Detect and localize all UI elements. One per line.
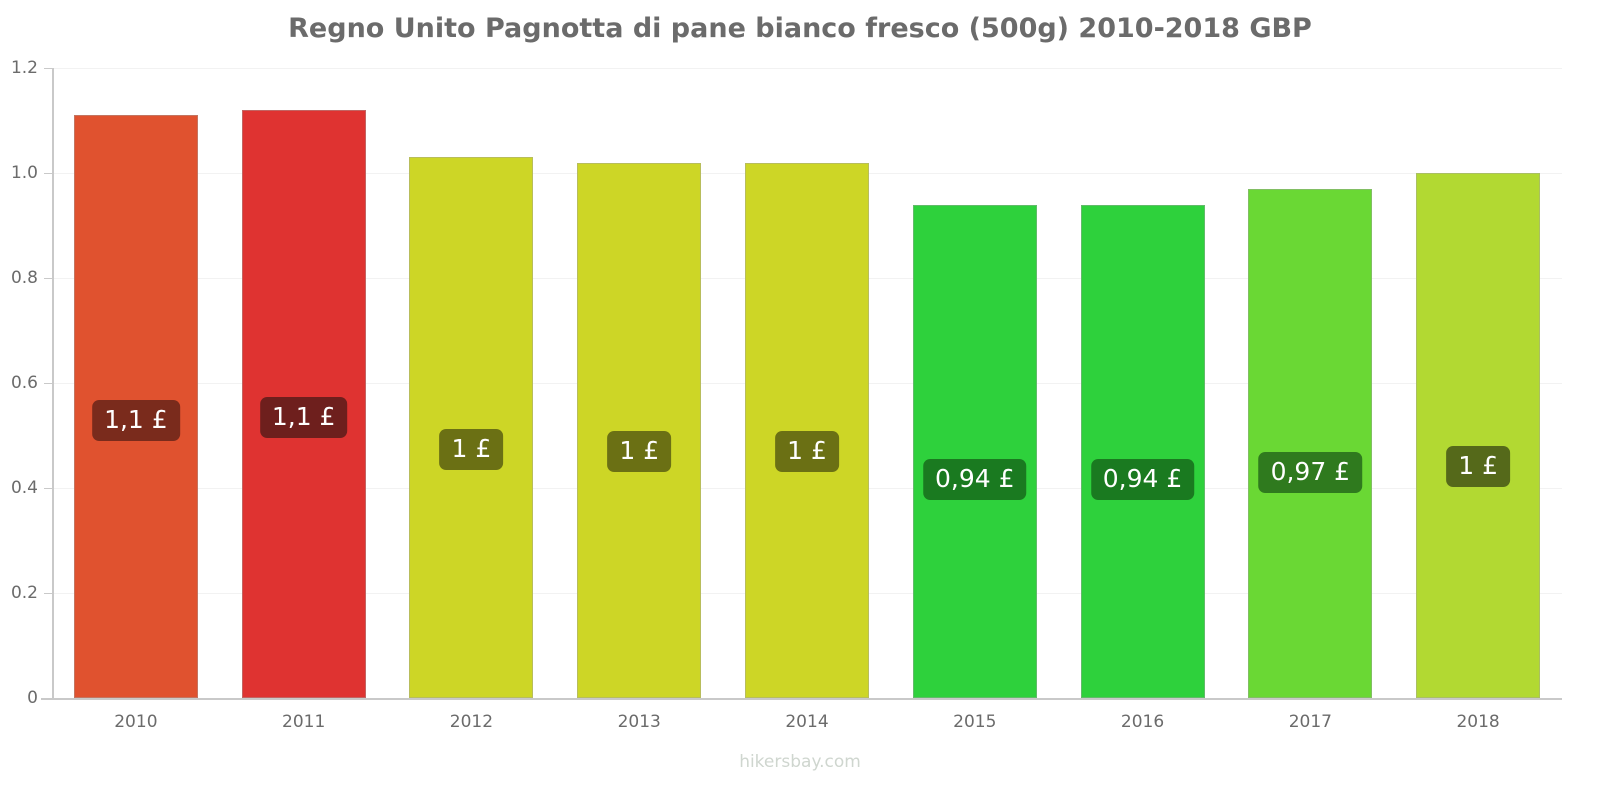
x-tick-label: 2011	[282, 712, 326, 732]
y-tick-label: 1.2	[10, 58, 38, 78]
x-tick-label: 2016	[1120, 712, 1165, 732]
x-axis-line	[41, 698, 1562, 700]
bar-value-label: 0,97 £	[1258, 452, 1363, 494]
x-tick-label: 2017	[1288, 712, 1332, 732]
y-tick-label: 0.8	[10, 268, 38, 288]
y-tick-label: 0.2	[10, 583, 38, 603]
x-tick-label: 2018	[1456, 712, 1500, 732]
bar-value-label: 1 £	[1446, 446, 1510, 487]
y-tick-mark	[44, 173, 53, 174]
y-tick-label: 0.6	[10, 373, 38, 393]
bar-value-label: 1,1 £	[259, 397, 348, 439]
x-tick-label: 2014	[785, 712, 829, 732]
bar-value-label: 1,1 £	[92, 399, 180, 441]
plot-area: 1,1 £ 1,1 £ 1 £ 1 £ 1 £ 0,94 £ 0,94 £ 0,97 £ 1 £	[52, 68, 1562, 698]
bar[interactable]: 1 £	[409, 157, 534, 698]
x-tick-label: 2015	[953, 712, 997, 732]
y-tick-mark	[44, 278, 53, 279]
watermark: hikersbay.com	[739, 752, 861, 772]
bar-value-label: 1 £	[775, 431, 839, 473]
bar-value-label: 1 £	[439, 428, 504, 470]
x-tick-label: 2012	[449, 712, 494, 732]
bar[interactable]: 0,94 £	[912, 204, 1037, 698]
y-tick-mark	[44, 593, 53, 594]
bar[interactable]: 1,1 £	[241, 110, 366, 698]
bar[interactable]: 1 £	[745, 162, 869, 698]
y-tick-mark	[44, 383, 53, 384]
bar-value-label: 0,94 £	[1090, 458, 1195, 500]
y-tick-label: 0.4	[10, 478, 38, 498]
y-tick-mark	[44, 698, 53, 699]
bar[interactable]: 0,94 £	[1080, 204, 1205, 698]
y-tick-label: 1.0	[10, 163, 38, 183]
x-tick-label: 2010	[114, 712, 158, 732]
bar[interactable]: 0,97 £	[1248, 188, 1373, 698]
y-axis-line	[52, 68, 54, 700]
bar-value-label: 1 £	[607, 431, 672, 473]
y-tick-mark	[44, 68, 53, 69]
y-tick-mark	[44, 488, 53, 489]
gridline	[52, 68, 1562, 69]
x-tick-label: 2013	[617, 712, 661, 732]
bar[interactable]: 1 £	[1416, 173, 1541, 698]
bar[interactable]: 1,1 £	[73, 115, 198, 698]
y-tick-label: 0	[27, 688, 38, 708]
bar-value-label: 0,94 £	[923, 458, 1027, 500]
bar[interactable]: 1 £	[577, 162, 702, 698]
chart-title: Regno Unito Pagnotta di pane bianco fres…	[288, 13, 1312, 44]
